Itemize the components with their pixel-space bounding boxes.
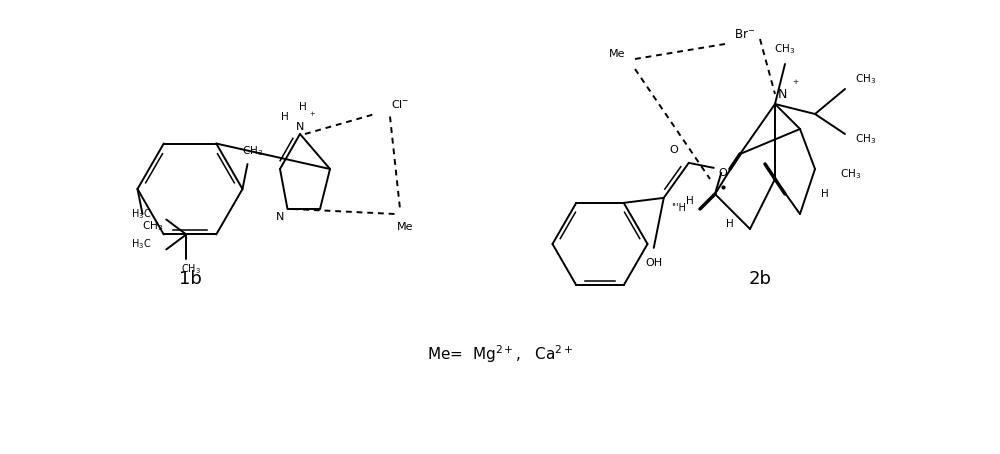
Text: CH$_3$: CH$_3$	[774, 42, 796, 56]
Text: '''H: '''H	[671, 203, 686, 213]
Text: H: H	[281, 112, 289, 122]
Text: H: H	[299, 102, 306, 112]
Text: N: N	[276, 212, 284, 222]
Text: H$_3$C: H$_3$C	[131, 237, 151, 252]
Text: Cl$^{-}$: Cl$^{-}$	[391, 98, 409, 110]
Text: N: N	[778, 88, 787, 100]
Text: 1b: 1b	[179, 270, 201, 288]
Text: CH$_3$: CH$_3$	[855, 72, 876, 86]
Text: H: H	[686, 197, 694, 207]
Text: H$_3$C: H$_3$C	[131, 207, 151, 222]
Text: O: O	[719, 168, 728, 178]
Text: OH: OH	[645, 258, 662, 268]
Text: H: H	[821, 189, 829, 199]
Text: Me: Me	[397, 222, 413, 232]
Text: CH$_3$: CH$_3$	[242, 145, 263, 158]
Text: Br$^{-}$: Br$^{-}$	[734, 28, 756, 40]
Text: CH$_3$: CH$_3$	[181, 262, 201, 276]
Text: Me: Me	[608, 49, 625, 59]
Text: CH$_3$: CH$_3$	[142, 220, 163, 233]
Text: Me=  Mg$^{2+}$,   Ca$^{2+}$: Me= Mg$^{2+}$, Ca$^{2+}$	[427, 343, 573, 365]
Text: N: N	[296, 122, 304, 132]
Text: H: H	[726, 219, 734, 229]
Text: 2b: 2b	[748, 270, 772, 288]
Text: O: O	[669, 145, 678, 155]
Text: $^+$: $^+$	[791, 79, 799, 89]
Text: $^+$: $^+$	[308, 112, 317, 122]
Text: CH$_3$: CH$_3$	[840, 167, 861, 181]
Text: CH$_3$: CH$_3$	[855, 132, 876, 146]
